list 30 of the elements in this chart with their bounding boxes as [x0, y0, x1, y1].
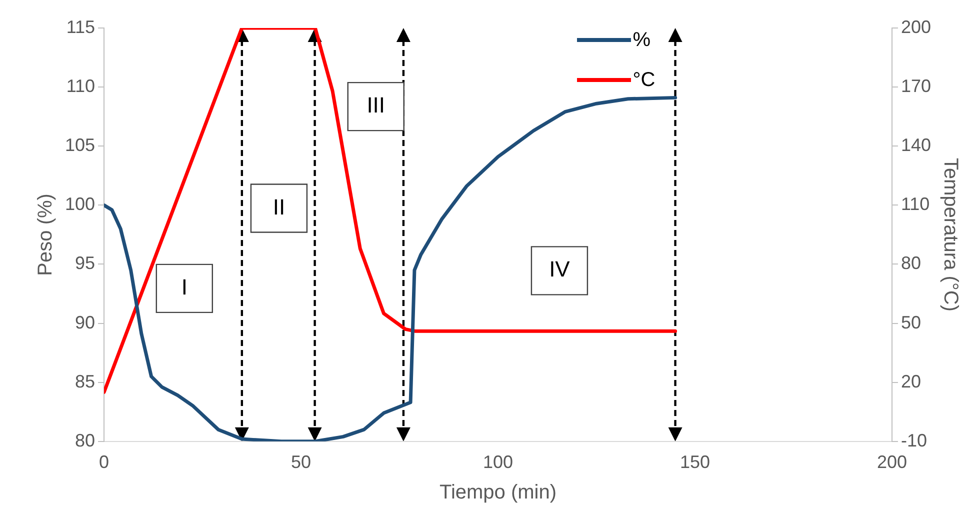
y-axis-title: Peso (%)	[34, 194, 57, 276]
x-tick-label: 0	[99, 452, 110, 472]
y-tick-label: 105	[64, 135, 96, 156]
x-tick-label: 100	[482, 452, 514, 472]
y-tick-label: 90	[75, 312, 96, 332]
x-tick-label: 200	[876, 452, 907, 472]
annotation: II	[272, 194, 286, 220]
y2-tick-label: 110	[900, 194, 930, 214]
y-tick-label: 100	[64, 194, 96, 214]
legend-label: °C	[632, 68, 656, 93]
y2-tick-label: 50	[900, 312, 921, 332]
x-axis-title: Tiempo (min)	[439, 482, 557, 504]
y2-tick-label: -10	[900, 430, 927, 450]
y-tick-label: 110	[66, 76, 96, 96]
legend-label: %	[632, 28, 651, 53]
annotation: III	[366, 92, 386, 118]
y-tick-label: 80	[75, 430, 96, 450]
y2-tick-label: 140	[900, 135, 932, 156]
y2-tick-label: 80	[900, 253, 921, 274]
y-tick-label: 115	[66, 16, 96, 37]
annotation: I	[181, 274, 188, 300]
y2-axis-title: Temperatura (°C)	[939, 158, 962, 312]
annotation: IV	[549, 256, 570, 282]
y-tick-label: 95	[75, 253, 96, 274]
x-tick-label: 50	[291, 452, 312, 472]
y2-tick-label: 200	[900, 16, 932, 37]
y2-tick-label: 170	[900, 76, 932, 96]
x-tick-label: 150	[680, 452, 710, 472]
y-tick-label: 85	[75, 371, 96, 392]
y2-tick-label: 20	[900, 371, 921, 392]
